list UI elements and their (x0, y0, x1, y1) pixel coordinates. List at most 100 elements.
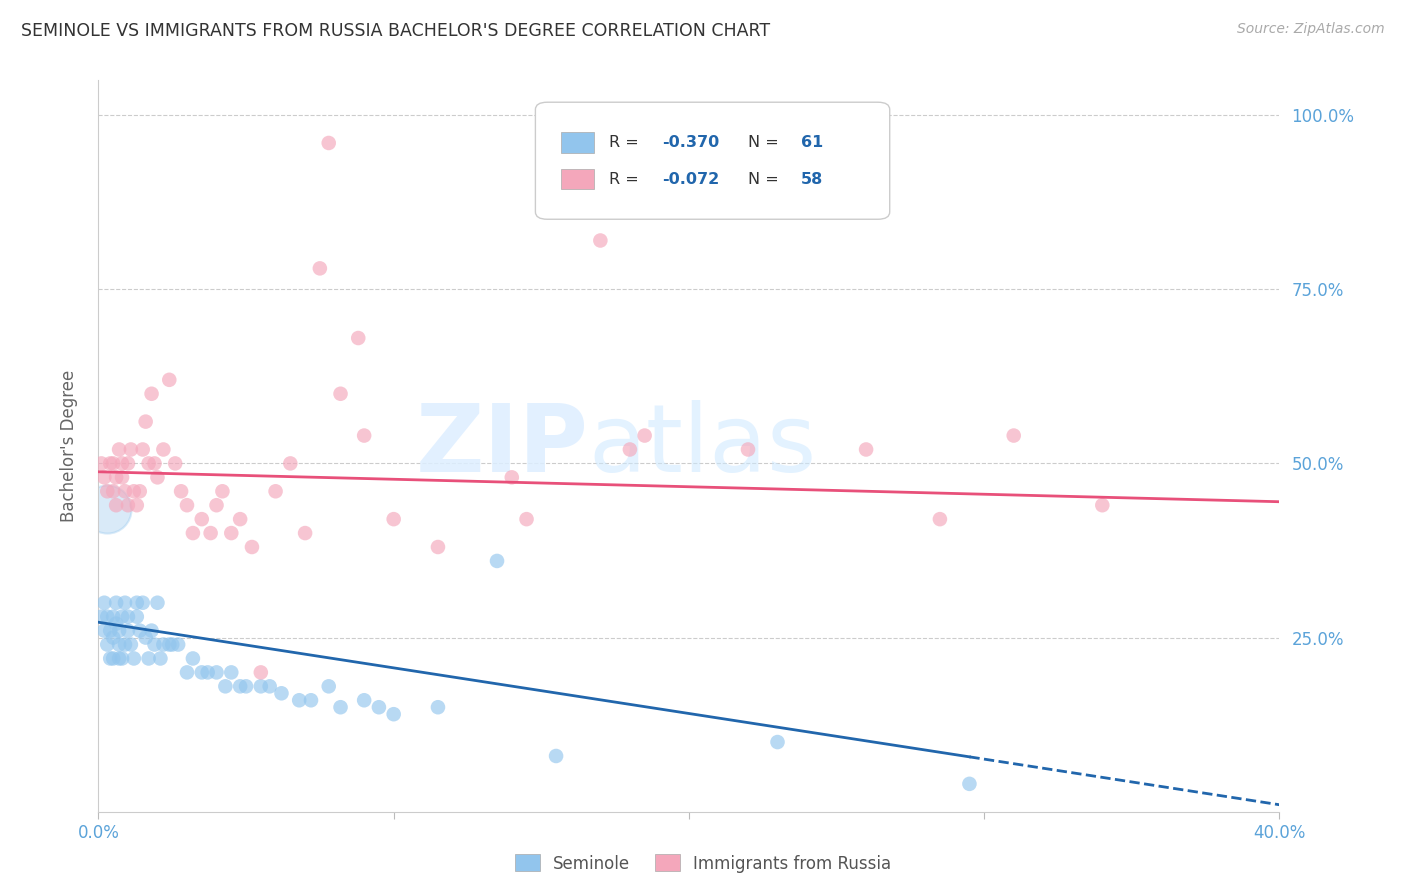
Text: -0.072: -0.072 (662, 171, 718, 186)
Point (98, 651, 121, 665)
Point (200, 526, 222, 541)
Point (105, 470, 128, 484)
Point (93, 470, 115, 484)
Point (128, 624, 150, 638)
Point (90, 457, 112, 471)
Point (181, 651, 204, 665)
Point (122, 651, 145, 665)
Point (221, 526, 243, 541)
Point (501, 470, 523, 484)
Text: N =: N = (748, 171, 785, 186)
Point (589, 234, 612, 248)
Point (229, 679, 252, 693)
Point (98, 624, 121, 638)
Point (125, 498, 148, 512)
Point (181, 526, 204, 541)
Point (294, 526, 316, 541)
Point (111, 470, 134, 484)
Point (120, 638, 142, 652)
Text: -0.370: -0.370 (662, 135, 718, 150)
Point (259, 679, 281, 693)
Point (103, 631, 125, 645)
Point (120, 442, 142, 457)
Point (197, 665, 219, 680)
Point (157, 638, 180, 652)
Point (93, 596, 115, 610)
Point (96, 638, 118, 652)
Point (235, 679, 257, 693)
Point (329, 386, 352, 401)
Point (108, 651, 131, 665)
Point (270, 686, 292, 700)
Point (165, 457, 187, 471)
Point (105, 616, 128, 631)
Point (382, 512, 405, 526)
Point (105, 498, 128, 512)
Point (108, 638, 131, 652)
Point (280, 457, 302, 471)
Point (128, 484, 150, 499)
Point (146, 470, 169, 484)
Point (114, 596, 136, 610)
Point (103, 457, 125, 471)
Point (264, 484, 287, 499)
Point (103, 651, 125, 665)
Text: R =: R = (609, 135, 644, 150)
Point (176, 665, 198, 680)
Text: 58: 58 (801, 171, 824, 186)
Point (205, 665, 228, 680)
Point (191, 665, 214, 680)
Point (214, 679, 236, 693)
Point (96, 484, 118, 499)
Point (167, 638, 190, 652)
Point (157, 373, 180, 387)
FancyBboxPatch shape (561, 132, 595, 153)
Point (152, 442, 174, 457)
Point (103, 484, 125, 499)
Point (486, 554, 509, 568)
Point (353, 428, 375, 442)
Point (146, 596, 169, 610)
Point (516, 512, 538, 526)
Point (353, 693, 375, 707)
Point (105, 596, 128, 610)
Point (1091, 498, 1114, 512)
Point (138, 651, 160, 665)
Point (959, 777, 981, 791)
Point (240, 540, 263, 554)
Point (141, 624, 163, 638)
Point (117, 609, 139, 624)
Point (329, 700, 352, 714)
Point (132, 442, 155, 457)
Point (211, 484, 233, 499)
Text: 61: 61 (801, 135, 824, 150)
Point (90, 609, 112, 624)
Point (122, 484, 145, 499)
Point (103, 609, 125, 624)
Point (111, 457, 134, 471)
Point (205, 498, 228, 512)
Y-axis label: Bachelor's Degree: Bachelor's Degree (59, 370, 77, 522)
Point (347, 331, 370, 345)
Point (111, 651, 134, 665)
Point (117, 624, 139, 638)
Point (117, 498, 139, 512)
Point (108, 624, 131, 638)
Point (117, 457, 139, 471)
Point (288, 693, 311, 707)
Legend: Seminole, Immigrants from Russia: Seminole, Immigrants from Russia (508, 847, 898, 880)
Text: ZIP: ZIP (416, 400, 589, 492)
Point (96, 609, 118, 624)
Point (176, 498, 198, 512)
Point (855, 442, 877, 457)
Text: N =: N = (748, 135, 785, 150)
Point (135, 415, 157, 429)
Point (929, 512, 952, 526)
Point (125, 609, 148, 624)
Point (382, 707, 405, 722)
Point (111, 609, 134, 624)
Point (191, 512, 214, 526)
Point (309, 261, 332, 276)
Point (152, 638, 174, 652)
Point (135, 631, 157, 645)
